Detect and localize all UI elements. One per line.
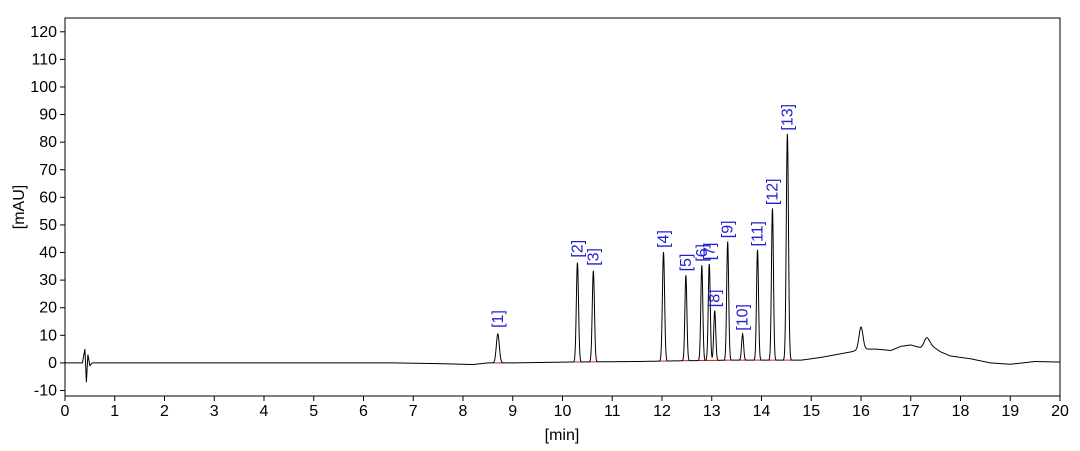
x-tick-label: 0 <box>61 403 70 420</box>
plot-frame <box>64 17 1061 397</box>
x-tick-label: 7 <box>409 403 418 420</box>
x-tick-label: 17 <box>902 403 920 420</box>
y-tick-label: 80 <box>39 134 57 151</box>
peak-label: [10] <box>735 304 752 331</box>
y-tick-label: 60 <box>39 189 57 206</box>
x-tick-label: 16 <box>852 403 870 420</box>
peak-label: [5] <box>678 254 695 272</box>
x-tick-label: 18 <box>952 403 970 420</box>
peak-label: [4] <box>656 230 673 248</box>
peak-label: [8] <box>707 289 724 307</box>
x-tick-label: 5 <box>309 403 318 420</box>
y-tick-label: 110 <box>31 51 57 68</box>
x-tick-label: 10 <box>554 403 572 420</box>
chromatogram-trace <box>65 133 1060 383</box>
x-tick-label: 8 <box>459 403 468 420</box>
peak-label: [11] <box>750 221 767 247</box>
peak-label: [2] <box>569 240 586 258</box>
x-tick-label: 4 <box>260 403 269 420</box>
y-tick-label: 100 <box>30 79 57 96</box>
y-tick-label: 20 <box>39 300 57 317</box>
x-tick-label: 14 <box>753 403 771 420</box>
x-axis: 0 1 2 3 4 5 6 7 8 9 10 11 12 13 14 15 16 17 18 19 20 <box>61 396 1069 420</box>
peak-label: [3] <box>585 248 602 266</box>
x-tick-label: 20 <box>1051 403 1069 420</box>
peak-label: [9] <box>720 220 737 238</box>
y-axis: -10 0 10 20 30 40 50 60 70 80 90 100 110 120 <box>30 24 65 399</box>
y-tick-label: 50 <box>39 217 57 234</box>
peak-label: [6] <box>694 244 711 262</box>
x-axis-title: [min] <box>545 427 580 444</box>
y-axis-title: [mAU] <box>11 185 28 229</box>
peak-label: [13] <box>779 104 796 131</box>
peak-label: [7] <box>701 243 718 261</box>
x-tick-label: 13 <box>703 403 721 420</box>
x-tick-label: 2 <box>160 403 169 420</box>
y-tick-label: 90 <box>39 107 57 124</box>
x-tick-label: 12 <box>653 403 671 420</box>
y-tick-label: 0 <box>48 355 57 372</box>
x-tick-label: 6 <box>359 403 368 420</box>
peak-labels: [1] [2][3] [4] [5][6][7] [8] [9] [10] [11] [12] [… <box>490 104 797 331</box>
x-tick-label: 11 <box>604 403 621 420</box>
peak-label: [1] <box>490 310 507 328</box>
x-tick-label: 1 <box>110 403 119 420</box>
x-tick-label: 9 <box>508 403 517 420</box>
x-tick-label: 15 <box>802 403 820 420</box>
y-tick-label: -10 <box>34 382 57 399</box>
peak-label: [12] <box>764 178 781 205</box>
y-tick-label: 10 <box>39 327 57 344</box>
y-tick-label: 70 <box>39 162 57 179</box>
y-tick-label: 30 <box>39 272 57 289</box>
y-tick-label: 120 <box>30 24 57 41</box>
y-tick-label: 40 <box>39 245 57 262</box>
x-tick-label: 19 <box>1001 403 1019 420</box>
x-tick-label: 3 <box>210 403 219 420</box>
